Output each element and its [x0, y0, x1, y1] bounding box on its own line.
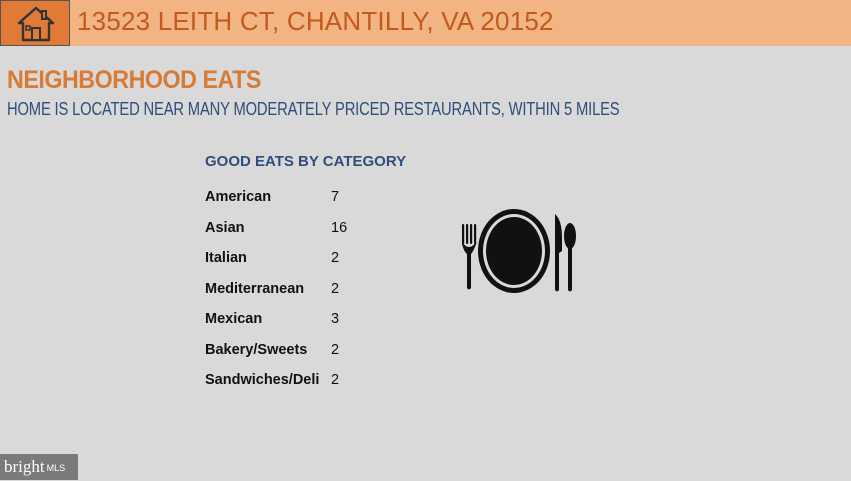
category-name: Italian: [205, 250, 247, 266]
home-icon: [17, 6, 55, 42]
category-count: 16: [331, 219, 348, 236]
category-row: Italian 2: [205, 250, 347, 281]
category-count: 2: [331, 250, 340, 266]
category-count: 7: [331, 189, 340, 205]
category-name: Mediterranean: [205, 280, 305, 297]
category-row: Mediterranean 2: [205, 281, 347, 312]
category-count: 3: [331, 311, 340, 327]
category-name: Bakery/Sweets: [205, 341, 308, 358]
header-bar: 13523 LEITH CT, CHANTILLY, VA 20152: [0, 0, 851, 46]
category-name: American: [205, 189, 272, 205]
home-button[interactable]: [0, 0, 70, 46]
category-row: Sandwiches/Deli 2: [205, 372, 347, 403]
category-count: 2: [331, 372, 340, 388]
category-count: 2: [331, 341, 340, 358]
category-list: American 7 Asian 16 Italian 2 Mediterran…: [205, 189, 347, 403]
category-row: Bakery/Sweets 2: [205, 342, 347, 373]
category-row: Asian 16: [205, 220, 347, 251]
category-row: American 7: [205, 189, 347, 220]
category-row: Mexican 3: [205, 311, 347, 342]
section-subtitle: HOME IS LOCATED NEAR MANY MODERATELY PRI…: [7, 99, 620, 119]
property-address: 13523 LEITH CT, CHANTILLY, VA 20152: [77, 6, 554, 36]
categories-header: GOOD EATS BY CATEGORY: [205, 153, 407, 170]
brand-suffix: MLS: [46, 463, 66, 474]
section-title: NEIGHBORHOOD EATS: [7, 66, 261, 94]
category-name: Asian: [205, 219, 245, 236]
category-name: Mexican: [205, 311, 263, 327]
dining-plate-icon: [462, 209, 576, 293]
category-count: 2: [331, 280, 340, 297]
brand-name: bright: [4, 457, 45, 476]
brand-logo: bright MLS: [0, 454, 78, 480]
category-name: Sandwiches/Deli: [205, 372, 320, 388]
